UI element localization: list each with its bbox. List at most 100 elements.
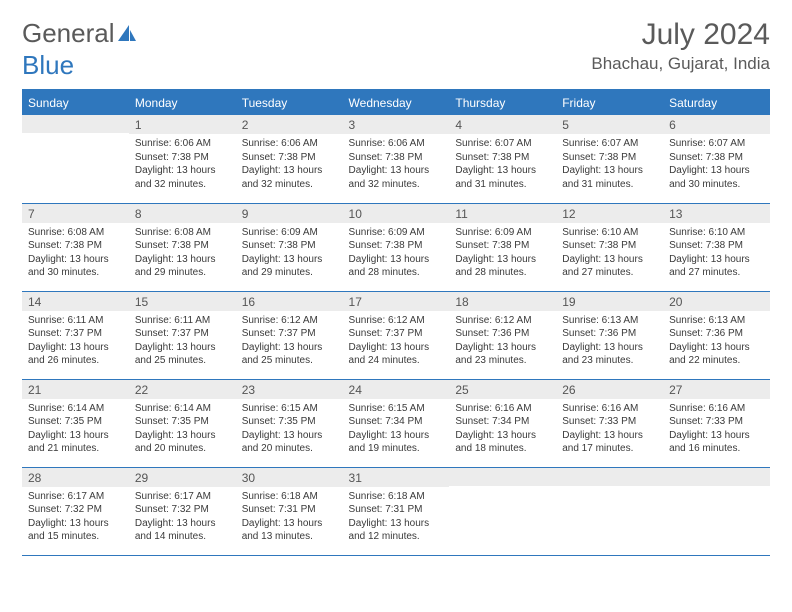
calendar-day-cell: 11Sunrise: 6:09 AMSunset: 7:38 PMDayligh… — [449, 203, 556, 291]
day-number: 2 — [236, 115, 343, 134]
day-details: Sunrise: 6:08 AMSunset: 7:38 PMDaylight:… — [129, 223, 236, 284]
calendar-day-cell: 19Sunrise: 6:13 AMSunset: 7:36 PMDayligh… — [556, 291, 663, 379]
calendar-day-cell: 20Sunrise: 6:13 AMSunset: 7:36 PMDayligh… — [663, 291, 770, 379]
day-number: 25 — [449, 380, 556, 399]
day-details: Sunrise: 6:18 AMSunset: 7:31 PMDaylight:… — [343, 487, 450, 548]
day-details: Sunrise: 6:13 AMSunset: 7:36 PMDaylight:… — [556, 311, 663, 372]
day-number: 18 — [449, 292, 556, 311]
day-number: 21 — [22, 380, 129, 399]
weekday-header: Wednesday — [343, 90, 450, 115]
calendar-day-cell: 25Sunrise: 6:16 AMSunset: 7:34 PMDayligh… — [449, 379, 556, 467]
day-number: 11 — [449, 204, 556, 223]
calendar-day-cell: 3Sunrise: 6:06 AMSunset: 7:38 PMDaylight… — [343, 115, 450, 203]
month-title: July 2024 — [591, 18, 770, 52]
calendar-day-cell: 1Sunrise: 6:06 AMSunset: 7:38 PMDaylight… — [129, 115, 236, 203]
weekday-header: Tuesday — [236, 90, 343, 115]
calendar-day-cell: 10Sunrise: 6:09 AMSunset: 7:38 PMDayligh… — [343, 203, 450, 291]
logo-text-1: General — [22, 18, 115, 49]
calendar-day-cell: 22Sunrise: 6:14 AMSunset: 7:35 PMDayligh… — [129, 379, 236, 467]
weekday-header: Friday — [556, 90, 663, 115]
day-details: Sunrise: 6:14 AMSunset: 7:35 PMDaylight:… — [22, 399, 129, 460]
day-number: 23 — [236, 380, 343, 399]
calendar-day-cell: 8Sunrise: 6:08 AMSunset: 7:38 PMDaylight… — [129, 203, 236, 291]
day-number: 4 — [449, 115, 556, 134]
calendar-day-cell: 24Sunrise: 6:15 AMSunset: 7:34 PMDayligh… — [343, 379, 450, 467]
day-details: Sunrise: 6:15 AMSunset: 7:34 PMDaylight:… — [343, 399, 450, 460]
day-number: 26 — [556, 380, 663, 399]
day-number: 5 — [556, 115, 663, 134]
weekday-header: Sunday — [22, 90, 129, 115]
day-details: Sunrise: 6:06 AMSunset: 7:38 PMDaylight:… — [236, 134, 343, 195]
calendar-day-cell: 2Sunrise: 6:06 AMSunset: 7:38 PMDaylight… — [236, 115, 343, 203]
calendar-table: Sunday Monday Tuesday Wednesday Thursday… — [22, 89, 770, 556]
day-number: 19 — [556, 292, 663, 311]
day-details: Sunrise: 6:06 AMSunset: 7:38 PMDaylight:… — [343, 134, 450, 195]
calendar-week-row: 28Sunrise: 6:17 AMSunset: 7:32 PMDayligh… — [22, 467, 770, 555]
day-details: Sunrise: 6:12 AMSunset: 7:37 PMDaylight:… — [343, 311, 450, 372]
day-details: Sunrise: 6:16 AMSunset: 7:33 PMDaylight:… — [663, 399, 770, 460]
day-number: 14 — [22, 292, 129, 311]
logo-sail-icon — [117, 24, 137, 42]
day-details: Sunrise: 6:07 AMSunset: 7:38 PMDaylight:… — [663, 134, 770, 195]
calendar-day-cell: 28Sunrise: 6:17 AMSunset: 7:32 PMDayligh… — [22, 467, 129, 555]
calendar-week-row: 1Sunrise: 6:06 AMSunset: 7:38 PMDaylight… — [22, 115, 770, 203]
weekday-header-row: Sunday Monday Tuesday Wednesday Thursday… — [22, 90, 770, 115]
calendar-day-cell: 27Sunrise: 6:16 AMSunset: 7:33 PMDayligh… — [663, 379, 770, 467]
calendar-day-cell: 15Sunrise: 6:11 AMSunset: 7:37 PMDayligh… — [129, 291, 236, 379]
day-number: 7 — [22, 204, 129, 223]
day-details: Sunrise: 6:07 AMSunset: 7:38 PMDaylight:… — [556, 134, 663, 195]
logo-text-2: Blue — [22, 50, 770, 81]
calendar-day-cell: 6Sunrise: 6:07 AMSunset: 7:38 PMDaylight… — [663, 115, 770, 203]
day-number: 17 — [343, 292, 450, 311]
day-number: 6 — [663, 115, 770, 134]
calendar-day-cell: 30Sunrise: 6:18 AMSunset: 7:31 PMDayligh… — [236, 467, 343, 555]
day-number — [22, 115, 129, 133]
day-details: Sunrise: 6:09 AMSunset: 7:38 PMDaylight:… — [343, 223, 450, 284]
day-details: Sunrise: 6:16 AMSunset: 7:34 PMDaylight:… — [449, 399, 556, 460]
calendar-day-cell: 4Sunrise: 6:07 AMSunset: 7:38 PMDaylight… — [449, 115, 556, 203]
calendar-day-cell: 23Sunrise: 6:15 AMSunset: 7:35 PMDayligh… — [236, 379, 343, 467]
calendar-week-row: 7Sunrise: 6:08 AMSunset: 7:38 PMDaylight… — [22, 203, 770, 291]
calendar-day-cell: 9Sunrise: 6:09 AMSunset: 7:38 PMDaylight… — [236, 203, 343, 291]
day-number: 22 — [129, 380, 236, 399]
day-details: Sunrise: 6:06 AMSunset: 7:38 PMDaylight:… — [129, 134, 236, 195]
calendar-day-cell — [663, 467, 770, 555]
day-details: Sunrise: 6:12 AMSunset: 7:37 PMDaylight:… — [236, 311, 343, 372]
day-details: Sunrise: 6:11 AMSunset: 7:37 PMDaylight:… — [129, 311, 236, 372]
day-details: Sunrise: 6:13 AMSunset: 7:36 PMDaylight:… — [663, 311, 770, 372]
day-number — [449, 468, 556, 486]
day-number: 31 — [343, 468, 450, 487]
day-number: 12 — [556, 204, 663, 223]
calendar-week-row: 21Sunrise: 6:14 AMSunset: 7:35 PMDayligh… — [22, 379, 770, 467]
calendar-day-cell: 18Sunrise: 6:12 AMSunset: 7:36 PMDayligh… — [449, 291, 556, 379]
day-number — [556, 468, 663, 486]
calendar-day-cell: 14Sunrise: 6:11 AMSunset: 7:37 PMDayligh… — [22, 291, 129, 379]
day-details: Sunrise: 6:16 AMSunset: 7:33 PMDaylight:… — [556, 399, 663, 460]
day-details: Sunrise: 6:09 AMSunset: 7:38 PMDaylight:… — [236, 223, 343, 284]
calendar-day-cell — [22, 115, 129, 203]
calendar-day-cell: 7Sunrise: 6:08 AMSunset: 7:38 PMDaylight… — [22, 203, 129, 291]
day-details: Sunrise: 6:17 AMSunset: 7:32 PMDaylight:… — [129, 487, 236, 548]
day-details: Sunrise: 6:10 AMSunset: 7:38 PMDaylight:… — [556, 223, 663, 284]
day-number: 9 — [236, 204, 343, 223]
calendar-day-cell: 29Sunrise: 6:17 AMSunset: 7:32 PMDayligh… — [129, 467, 236, 555]
weekday-header: Monday — [129, 90, 236, 115]
calendar-day-cell: 17Sunrise: 6:12 AMSunset: 7:37 PMDayligh… — [343, 291, 450, 379]
calendar-day-cell: 5Sunrise: 6:07 AMSunset: 7:38 PMDaylight… — [556, 115, 663, 203]
calendar-week-row: 14Sunrise: 6:11 AMSunset: 7:37 PMDayligh… — [22, 291, 770, 379]
day-details: Sunrise: 6:15 AMSunset: 7:35 PMDaylight:… — [236, 399, 343, 460]
day-number: 13 — [663, 204, 770, 223]
day-details: Sunrise: 6:18 AMSunset: 7:31 PMDaylight:… — [236, 487, 343, 548]
calendar-day-cell — [449, 467, 556, 555]
calendar-day-cell: 13Sunrise: 6:10 AMSunset: 7:38 PMDayligh… — [663, 203, 770, 291]
calendar-day-cell: 31Sunrise: 6:18 AMSunset: 7:31 PMDayligh… — [343, 467, 450, 555]
day-details: Sunrise: 6:17 AMSunset: 7:32 PMDaylight:… — [22, 487, 129, 548]
calendar-day-cell: 12Sunrise: 6:10 AMSunset: 7:38 PMDayligh… — [556, 203, 663, 291]
day-details: Sunrise: 6:14 AMSunset: 7:35 PMDaylight:… — [129, 399, 236, 460]
day-number: 1 — [129, 115, 236, 134]
day-number: 30 — [236, 468, 343, 487]
calendar-day-cell — [556, 467, 663, 555]
day-number: 10 — [343, 204, 450, 223]
day-number: 16 — [236, 292, 343, 311]
day-number: 3 — [343, 115, 450, 134]
